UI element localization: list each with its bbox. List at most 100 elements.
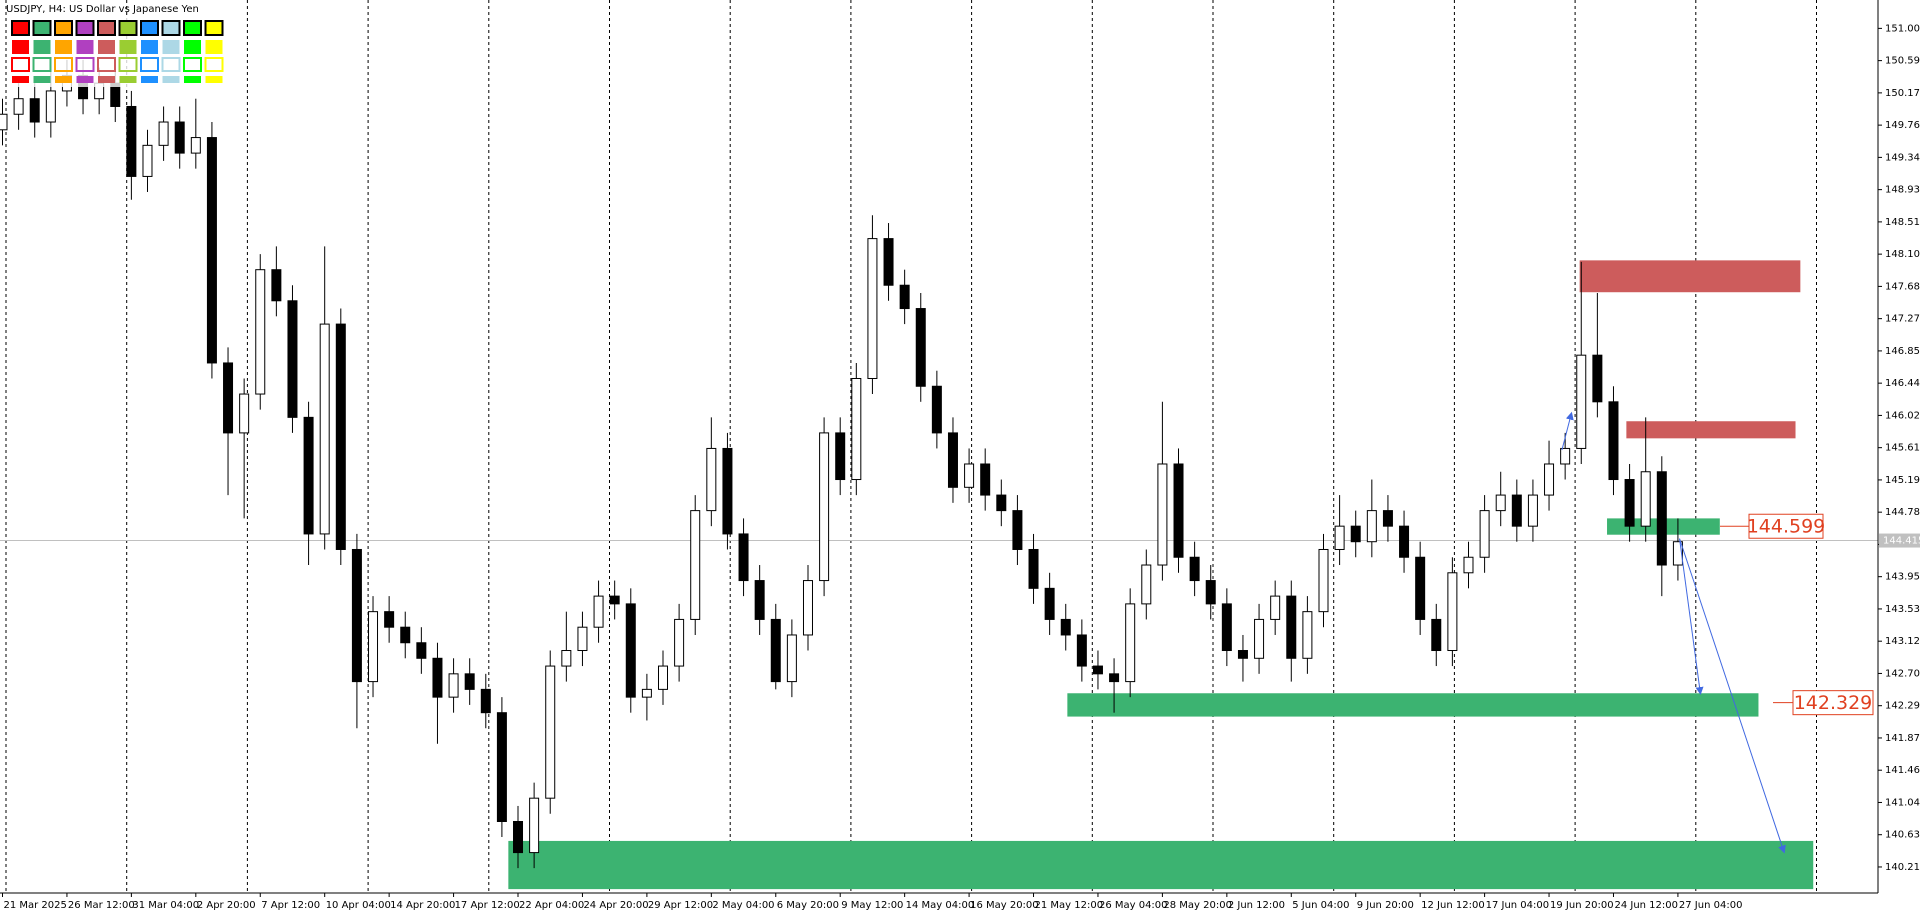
candle-body <box>867 238 878 379</box>
swatch <box>12 76 29 83</box>
candle-body <box>706 447 717 512</box>
x-tick-label: 24 Apr 20:00 <box>583 900 648 911</box>
candle-body <box>384 611 395 628</box>
candle <box>1076 619 1087 682</box>
candle <box>835 417 846 496</box>
candle <box>1672 518 1683 581</box>
candle-body <box>1382 510 1393 527</box>
candle <box>1544 440 1555 511</box>
arrow <box>1679 538 1786 854</box>
x-tick-label: 21 Mar 2025 <box>3 900 66 911</box>
candle-body <box>529 797 540 854</box>
candle <box>1028 533 1039 604</box>
candle-body <box>1560 447 1571 465</box>
candle <box>996 479 1007 527</box>
swatch <box>141 76 158 83</box>
y-tick-label: 140.215 <box>1885 862 1920 873</box>
candle-body <box>657 665 668 690</box>
y-tick-label: 142.290 <box>1885 701 1920 712</box>
x-tick-label: 14 Apr 20:00 <box>390 900 455 911</box>
x-tick-label: 2 Apr 20:00 <box>197 900 256 911</box>
x-tick-label: 2 May 04:00 <box>712 900 774 911</box>
candle <box>287 285 298 433</box>
swatch <box>75 20 95 36</box>
arrow <box>1679 538 1704 696</box>
candle <box>593 580 604 643</box>
candle <box>899 269 910 325</box>
candle-body <box>1366 510 1377 543</box>
candle <box>529 782 540 869</box>
candle <box>496 697 507 838</box>
candle-body <box>1415 556 1426 620</box>
x-tick-label: 29 Apr 12:00 <box>648 900 713 911</box>
candle-body <box>1141 564 1152 605</box>
candle <box>1334 495 1345 566</box>
candle <box>1157 401 1168 581</box>
candle-body <box>287 300 298 418</box>
y-tick-label: 144.780 <box>1885 507 1920 518</box>
candle-body <box>1592 354 1603 403</box>
candle-body <box>448 673 459 698</box>
candle-body <box>1431 618 1442 652</box>
candle-body <box>1302 611 1313 659</box>
candle <box>1350 510 1361 558</box>
candle-body <box>1672 541 1683 566</box>
candle <box>1560 432 1571 480</box>
candle-body <box>335 323 346 550</box>
candle <box>641 673 652 721</box>
candle <box>851 362 862 496</box>
candle-body <box>770 618 781 683</box>
candle-body <box>609 595 620 605</box>
candle-body <box>964 463 975 488</box>
candle-body <box>883 238 894 286</box>
chart-title: USDJPY, H4: US Dollar vs Japanese Yen <box>6 4 199 15</box>
candle <box>1624 463 1635 542</box>
candle <box>819 417 830 597</box>
candle <box>706 417 717 527</box>
y-tick-label: 143.120 <box>1885 636 1920 647</box>
x-tick-label: 17 Jun 04:00 <box>1486 900 1550 911</box>
y-tick-label: 146.855 <box>1885 346 1920 357</box>
candle-body <box>0 113 8 131</box>
candle-body <box>513 820 524 854</box>
swatch <box>54 20 73 36</box>
swatch <box>205 76 223 83</box>
level-label-box <box>1748 513 1824 539</box>
candle <box>384 596 395 643</box>
candle-body <box>1125 603 1136 683</box>
candle <box>464 658 475 705</box>
candle-body <box>1173 463 1184 558</box>
x-tick-label: 10 Apr 04:00 <box>326 900 391 911</box>
candle-body <box>496 712 507 822</box>
y-tick-label: 151.005 <box>1885 23 1920 34</box>
candle-body <box>432 657 443 698</box>
candle-body <box>851 377 862 481</box>
candle <box>1205 565 1216 620</box>
y-tick-label: 145.195 <box>1885 475 1920 486</box>
candle <box>1254 603 1265 674</box>
candle <box>319 246 330 550</box>
y-tick-label: 141.875 <box>1885 733 1920 744</box>
candle <box>674 603 685 682</box>
x-tick-label: 24 Jun 12:00 <box>1614 900 1678 911</box>
candle-body <box>1624 479 1635 527</box>
candle <box>1318 533 1329 628</box>
swatch <box>32 20 52 36</box>
candle <box>609 580 620 620</box>
candle <box>1576 261 1587 464</box>
candle <box>1237 634 1248 682</box>
swatch <box>55 40 72 54</box>
candle-body <box>1350 525 1361 543</box>
candle <box>802 565 813 651</box>
swatch <box>98 40 115 54</box>
candle-body <box>174 121 185 154</box>
y-tick-label: 150.590 <box>1885 56 1920 67</box>
candle <box>545 650 556 814</box>
zone <box>1579 260 1801 293</box>
candle-body <box>1576 354 1587 449</box>
candle <box>1044 572 1055 635</box>
zone <box>508 840 1814 890</box>
y-tick-label: 143.950 <box>1885 572 1920 583</box>
candle-body <box>464 673 475 690</box>
swatch <box>204 20 224 36</box>
